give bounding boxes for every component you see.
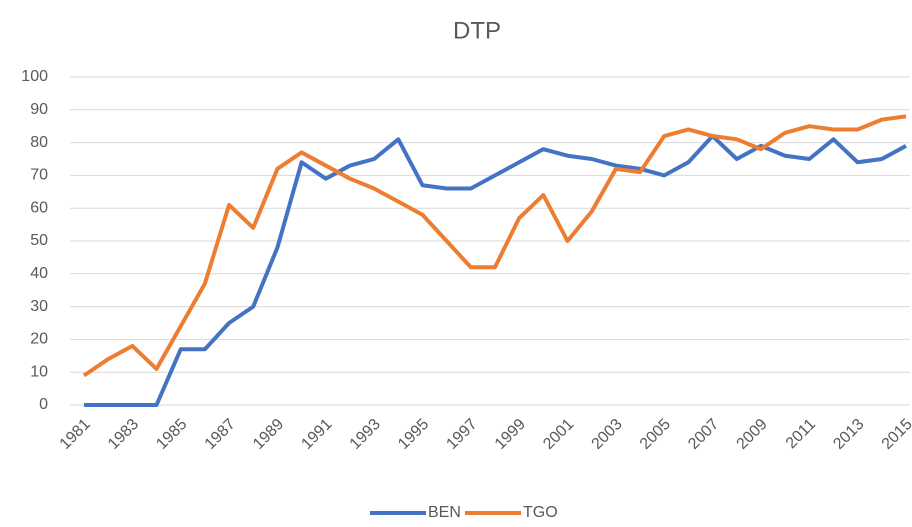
x-tick-label: 1993	[347, 416, 384, 453]
x-tick-label: 2011	[783, 416, 819, 452]
legend-label: TGO	[523, 504, 558, 521]
x-tick-label: 2003	[589, 416, 626, 453]
x-tick-label: 1987	[202, 416, 239, 453]
y-tick-label: 10	[30, 363, 48, 380]
y-tick-label: 0	[39, 396, 48, 413]
x-tick-label: 2007	[685, 416, 722, 453]
x-tick-label: 1989	[250, 416, 287, 453]
y-tick-label: 80	[30, 134, 48, 151]
x-tick-label: 2009	[734, 416, 771, 453]
x-tick-label: 1997	[443, 416, 480, 453]
data-line	[84, 134, 907, 407]
x-tick-label: 1985	[153, 416, 190, 453]
y-tick-label: 100	[21, 68, 48, 85]
x-tick-label: 2013	[830, 416, 867, 453]
chart-title: DTP	[453, 17, 501, 44]
x-tick-label: 1995	[395, 416, 432, 453]
x-tick-label: 1981	[57, 416, 94, 453]
y-tick-label: 90	[30, 101, 48, 118]
y-tick-label: 40	[30, 265, 48, 282]
y-tick-label: 30	[30, 298, 48, 315]
y-tick-label: 50	[30, 232, 48, 249]
y-tick-label: 60	[30, 199, 48, 216]
x-tick-label: 1999	[492, 416, 529, 453]
legend-label: BEN	[428, 504, 461, 521]
x-tick-label: 2005	[637, 416, 674, 453]
y-tick-label: 70	[30, 167, 48, 184]
y-tick-label: 20	[30, 331, 48, 348]
x-tick-label: 1991	[298, 416, 335, 453]
x-tick-label: 2015	[879, 416, 912, 453]
x-tick-label: 2001	[540, 416, 577, 453]
x-tick-label: 1983	[105, 416, 142, 453]
data-line	[82, 114, 907, 378]
